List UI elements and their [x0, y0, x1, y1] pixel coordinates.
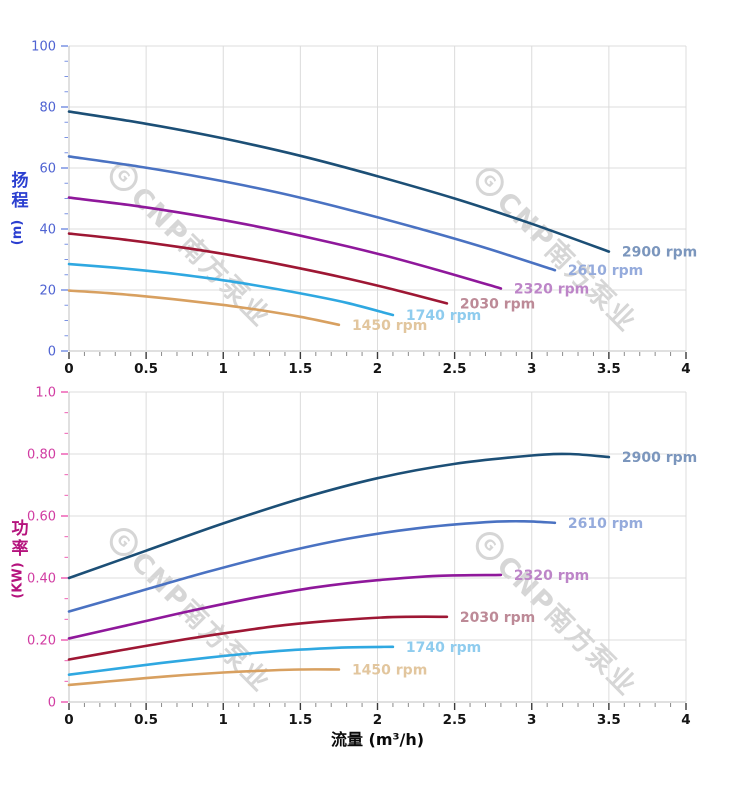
x-axis-title: 流量 (m³/h) — [330, 730, 425, 749]
x-tick-label: 1.5 — [288, 712, 312, 728]
y-tick-label: 0 — [48, 696, 56, 711]
power-curve-1740rpm — [67, 645, 395, 677]
power-curve-2030rpm — [67, 615, 449, 661]
x-tick-label: 1 — [219, 361, 228, 377]
power-chart: 1.0 0.80 0.60 0.40 0.20 00 0.5 1 1.5 2 2.5 3 3.5 4 290… — [27, 386, 697, 729]
x-tick-label: 2 — [373, 712, 382, 728]
power-curve-label-2030rpm: 2030 rpm — [460, 610, 535, 626]
power-curve-label-1740rpm: 1740 rpm — [406, 640, 481, 656]
power-curve-label-2610rpm: 2610 rpm — [568, 516, 643, 532]
x-tick-label: 0 — [64, 712, 73, 728]
head-curve-2320rpm — [67, 196, 503, 290]
power-y-axis-title: 功率 (KW) — [4, 519, 32, 599]
x-tick-label: 1.5 — [288, 361, 312, 377]
y-tick-label: 40 — [39, 223, 56, 238]
power-y-axis-title-text: 功率 — [7, 519, 28, 559]
head-curve-2900rpm — [67, 110, 611, 253]
power-curve-label-2320rpm: 2320 rpm — [514, 568, 589, 584]
x-tick-label: 3.5 — [597, 712, 621, 728]
y-tick-label: 0.20 — [27, 634, 56, 649]
power-curve-1450rpm — [67, 668, 341, 687]
power-curve-2320rpm — [67, 573, 503, 640]
y-tick-label: 20 — [39, 284, 56, 299]
head-y-axis-title-text: 扬程 — [7, 171, 28, 211]
power-curve-label-1450rpm: 1450 rpm — [352, 662, 427, 678]
x-tick-label: 2.5 — [443, 361, 467, 377]
x-tick-label: 4 — [681, 361, 690, 377]
y-tick-label: 80 — [39, 101, 56, 116]
x-tick-label: 1 — [219, 712, 228, 728]
head-y-axis-title: 扬程 (m) — [4, 171, 32, 245]
head-curve-2610rpm — [67, 155, 557, 272]
y-tick-label: 100 — [31, 40, 56, 55]
head-curve-label-2030rpm: 2030 rpm — [460, 296, 535, 312]
x-tick-label: 2.5 — [443, 712, 467, 728]
x-tick-label: 0.5 — [134, 712, 158, 728]
x-tick-label: 3 — [527, 361, 536, 377]
power-y-axis-unit: (KW) — [10, 562, 26, 599]
x-tick-label: 0 — [64, 361, 73, 377]
head-curve-label-2610rpm: 2610 rpm — [568, 263, 643, 279]
head-curve-label-2900rpm: 2900 rpm — [622, 245, 697, 261]
x-tick-label: 3 — [527, 712, 536, 728]
head-curve-2030rpm — [67, 232, 449, 305]
head-y-axis-unit: (m) — [10, 219, 26, 246]
y-tick-label: 60 — [39, 162, 56, 177]
x-tick-label: 4 — [681, 712, 690, 728]
y-tick-label: 0.80 — [27, 448, 56, 463]
head-curve-label-1450rpm: 1450 rpm — [352, 318, 427, 334]
y-tick-label: 1.0 — [35, 386, 56, 401]
x-tick-label: 2 — [373, 361, 382, 377]
head-curve-1450rpm — [67, 289, 341, 327]
power-curve-2900rpm — [67, 452, 611, 580]
y-tick-label: 0.60 — [27, 510, 56, 525]
head-curve-1740rpm — [67, 262, 395, 317]
x-tick-label: 0.5 — [134, 361, 158, 377]
head-curve-label-2320rpm: 2320 rpm — [514, 281, 589, 297]
power-curve-2610rpm — [67, 519, 557, 613]
head-curve-label-1740rpm: 1740 rpm — [406, 308, 481, 324]
y-tick-label: 0 — [48, 345, 56, 360]
power-curve-label-2900rpm: 2900 rpm — [622, 450, 697, 466]
head-chart: 100 80 60 40 20 00 0.5 1 1.5 2 2.5 3 3.5 4 2900 rpm 261… — [31, 40, 697, 378]
y-tick-label: 0.40 — [27, 572, 56, 587]
x-tick-label: 3.5 — [597, 361, 621, 377]
